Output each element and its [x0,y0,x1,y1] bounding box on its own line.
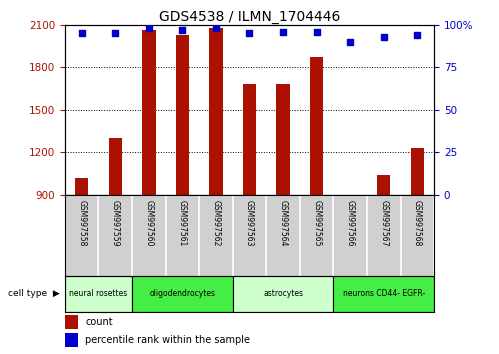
Point [413,32,421,38]
Bar [276,84,290,195]
Bar [65,315,78,329]
Bar [108,138,122,195]
Text: cell type  ▶: cell type ▶ [8,289,60,298]
Text: GSM997565: GSM997565 [312,200,321,247]
Point [246,30,253,36]
Title: GDS4538 / ILMN_1704446: GDS4538 / ILMN_1704446 [159,10,340,24]
Bar [310,57,323,195]
Text: GSM997568: GSM997568 [413,200,422,247]
Text: oligodendrocytes: oligodendrocytes [149,289,216,298]
Bar [333,276,434,312]
Text: GSM997566: GSM997566 [346,200,355,247]
Text: GSM997560: GSM997560 [144,200,153,247]
Text: count: count [85,317,113,327]
Text: GSM997558: GSM997558 [77,200,86,247]
Text: astrocytes: astrocytes [263,289,303,298]
Text: neural rosettes: neural rosettes [69,289,128,298]
Point [212,25,220,31]
Bar [65,276,132,312]
Text: neurons CD44- EGFR-: neurons CD44- EGFR- [343,289,425,298]
Bar [65,333,78,347]
Bar [209,28,223,195]
Text: percentile rank within the sample: percentile rank within the sample [85,335,250,345]
Bar [75,178,88,195]
Point [380,34,388,40]
Bar [176,35,189,195]
Text: GSM997564: GSM997564 [278,200,287,247]
Text: GSM997559: GSM997559 [111,200,120,247]
Bar [243,84,256,195]
Bar [343,195,357,199]
Point [178,27,186,33]
Point [313,29,321,34]
Point [346,39,354,45]
Text: GSM997567: GSM997567 [379,200,388,247]
Point [111,30,119,36]
Point [279,29,287,34]
Text: GSM997562: GSM997562 [212,200,221,247]
Point [78,30,86,36]
Bar [142,30,156,195]
Bar [377,175,391,195]
Text: GSM997563: GSM997563 [245,200,254,247]
Point [145,25,153,31]
Bar [132,276,233,312]
Bar [233,276,333,312]
Bar [411,148,424,195]
Text: GSM997561: GSM997561 [178,200,187,247]
